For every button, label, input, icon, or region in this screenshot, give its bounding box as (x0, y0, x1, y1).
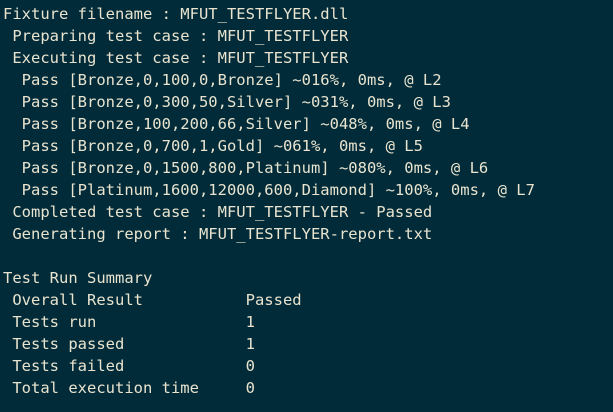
summary-title: Test Run Summary (3, 269, 153, 287)
preparing-line: Preparing test case : MFUT_TESTFLYER (3, 27, 349, 45)
console-output: Fixture filename : MFUT_TESTFLYER.dll Pr… (3, 3, 535, 399)
pass-line: Pass [Bronze,0,700,1,Gold] ~061%, 0ms, @… (3, 137, 423, 155)
summary-tests-passed: Tests passed 1 (3, 335, 255, 353)
summary-overall-result: Overall Result Passed (3, 291, 302, 309)
summary-execution-time: Total execution time 0 (3, 379, 255, 397)
report-line: Generating report : MFUT_TESTFLYER-repor… (3, 225, 433, 243)
summary-tests-run: Tests run 1 (3, 313, 255, 331)
pass-line: Pass [Bronze,100,200,66,Silver] ~048%, 0… (3, 115, 470, 133)
blank-line (3, 245, 535, 267)
pass-line: Pass [Bronze,0,300,50,Silver] ~031%, 0ms… (3, 93, 451, 111)
executing-line: Executing test case : MFUT_TESTFLYER (3, 49, 349, 67)
pass-line: Pass [Platinum,1600,12000,600,Diamond] ~… (3, 181, 535, 199)
fixture-filename-line: Fixture filename : MFUT_TESTFLYER.dll (3, 5, 349, 23)
summary-tests-failed: Tests failed 0 (3, 357, 255, 375)
completed-line: Completed test case : MFUT_TESTFLYER - P… (3, 203, 433, 221)
pass-line: Pass [Bronze,0,1500,800,Platinum] ~080%,… (3, 159, 489, 177)
pass-line: Pass [Bronze,0,100,0,Bronze] ~016%, 0ms,… (3, 71, 442, 89)
